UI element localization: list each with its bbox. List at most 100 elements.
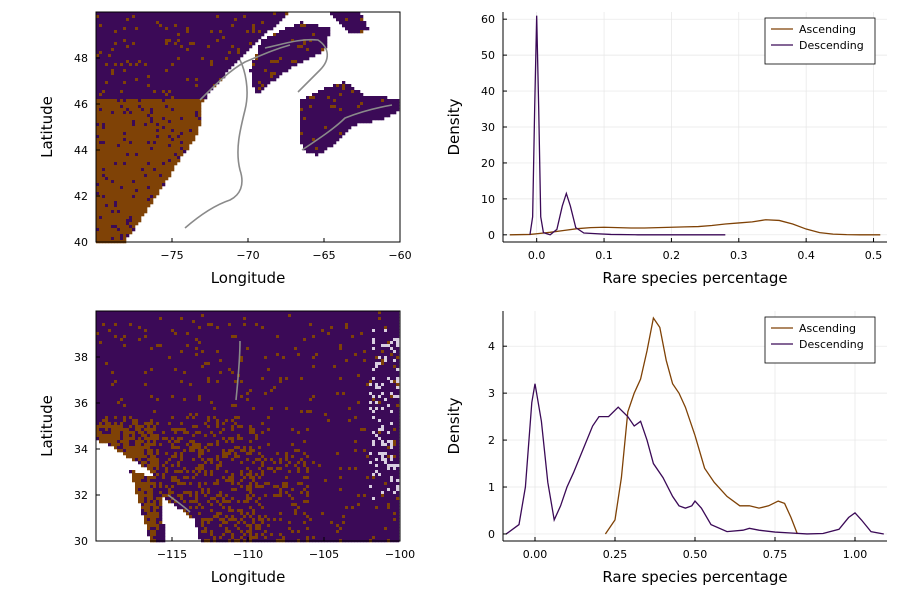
map-cell (282, 66, 286, 70)
map-cell (231, 332, 235, 336)
map-cell (333, 108, 337, 112)
map-cell (168, 99, 172, 103)
map-cell (183, 341, 187, 345)
map-cell (285, 36, 289, 40)
map-cell (114, 353, 118, 357)
map-cell (360, 341, 364, 345)
map-cell (279, 311, 283, 315)
map-cell (246, 350, 250, 354)
map-cell (153, 69, 157, 73)
map-cell (153, 39, 157, 43)
map-cell (183, 93, 187, 97)
map-cell (96, 27, 100, 31)
map-cell (237, 350, 241, 354)
map-cell (261, 33, 265, 37)
map-cell (192, 81, 196, 85)
map-cell (240, 33, 244, 37)
map-cell (324, 114, 328, 118)
map-cell (165, 168, 169, 172)
map-cell (156, 335, 160, 339)
map-cell (369, 105, 373, 109)
map-cell (381, 323, 385, 327)
map-cell (198, 30, 202, 34)
map-cell (96, 108, 100, 112)
map-cell (330, 144, 334, 148)
map-cell (183, 96, 187, 100)
map-cell (258, 81, 262, 85)
map-cell (129, 108, 133, 112)
map-cell (156, 156, 160, 160)
map-cell (378, 96, 382, 100)
map-cell (120, 144, 124, 148)
map-cell (111, 231, 115, 235)
map-cell (96, 228, 100, 232)
map-cell (303, 120, 307, 124)
map-cell (354, 338, 358, 342)
map-cell (99, 153, 103, 157)
map-cell (231, 57, 235, 61)
map-cell (231, 39, 235, 43)
map-cell (186, 12, 190, 16)
map-cell (297, 326, 301, 330)
map-cell (264, 69, 268, 73)
map-cell (102, 162, 106, 166)
map-cell (96, 51, 100, 55)
map-cell (117, 27, 121, 31)
map-cell (117, 126, 121, 130)
map-cell (147, 36, 151, 40)
map-cell (246, 314, 250, 318)
map-cell (141, 198, 145, 202)
map-cell (123, 207, 127, 211)
map-cell (156, 126, 160, 130)
map-cell (330, 335, 334, 339)
map-cell (108, 183, 112, 187)
map-cell (114, 332, 118, 336)
map-cell (147, 96, 151, 100)
map-cell (111, 108, 115, 112)
map-cell (168, 111, 172, 115)
map-cell (105, 189, 109, 193)
map-cell (102, 192, 106, 196)
map-cell (123, 87, 127, 91)
map-cell (132, 123, 136, 127)
map-cell (171, 54, 175, 58)
map-cell (174, 150, 178, 154)
map-cell (270, 27, 274, 31)
map-cell (99, 135, 103, 139)
map-cell (117, 114, 121, 118)
map-cell (228, 45, 232, 49)
map-cell (219, 75, 223, 79)
map-cell (144, 317, 148, 321)
y-axis-label: Density (445, 98, 463, 155)
map-cell (153, 12, 157, 16)
map-cell (135, 204, 139, 208)
map-cell (234, 54, 238, 58)
map-cell (117, 165, 121, 169)
map-cell (132, 314, 136, 318)
map-cell (96, 144, 100, 148)
map-cell (108, 317, 112, 321)
map-cell (387, 350, 391, 354)
map-cell (351, 15, 355, 19)
map-cell (195, 15, 199, 19)
map-cell (150, 314, 154, 318)
map-cell (132, 84, 136, 88)
map-cell (96, 338, 100, 342)
map-cell (165, 341, 169, 345)
map-cell (372, 338, 376, 342)
map-cell (120, 111, 124, 115)
map-cell (255, 60, 259, 64)
map-cell (390, 111, 394, 115)
map-cell (129, 332, 133, 336)
map-cell (252, 338, 256, 342)
map-cell (363, 96, 367, 100)
map-cell (198, 48, 202, 52)
map-cell (237, 347, 241, 351)
map-cell (96, 347, 100, 351)
map-cell (117, 123, 121, 127)
map-cell (222, 323, 226, 327)
map-cell (105, 129, 109, 133)
map-cell (153, 72, 157, 76)
map-cell (162, 347, 166, 351)
map-cell (153, 138, 157, 142)
